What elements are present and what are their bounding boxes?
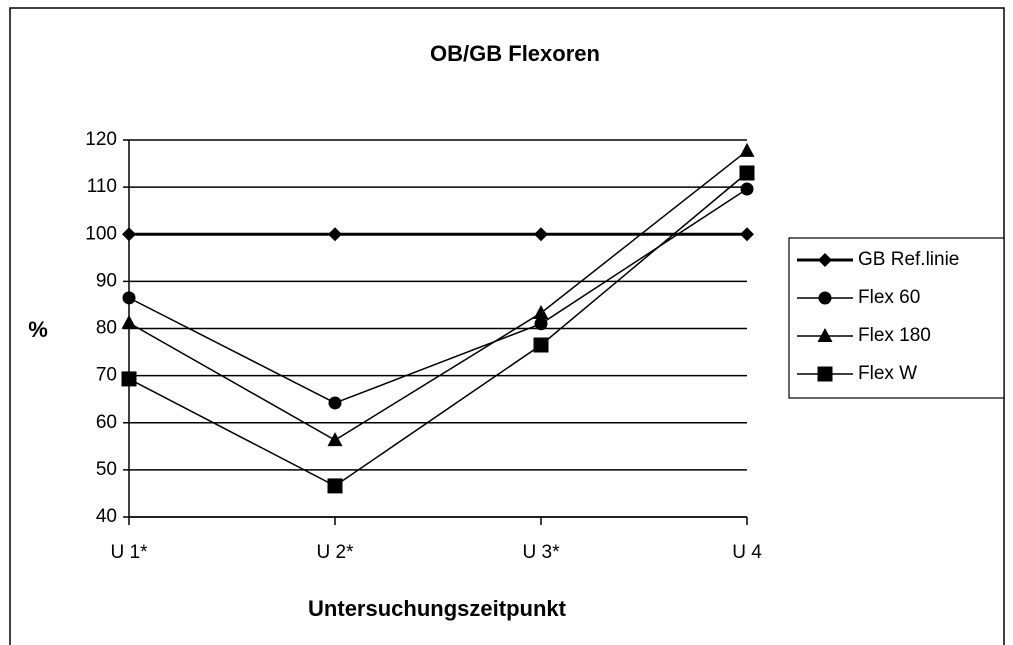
y-tick-label: 100 (85, 223, 117, 244)
y-tick-label: 50 (96, 459, 117, 480)
data-point (327, 432, 343, 447)
legend-label: Flex 180 (858, 325, 931, 346)
legend-label: Flex W (858, 363, 917, 384)
data-point (328, 396, 342, 410)
data-point (328, 227, 342, 242)
y-tick-label: 80 (96, 318, 117, 339)
data-point (533, 304, 549, 319)
data-point (327, 478, 343, 494)
data-point (740, 227, 754, 242)
data-point (534, 317, 548, 331)
data-point (122, 227, 136, 242)
y-tick-label: 40 (96, 506, 117, 527)
y-tick-label: 110 (87, 176, 117, 197)
x-tick-label: U 1* (111, 542, 149, 563)
data-point (121, 314, 137, 329)
legend-marker (817, 328, 833, 342)
data-point (534, 227, 548, 242)
legend-marker (817, 366, 833, 382)
x-tick-label: U 4 (732, 542, 762, 563)
legend-marker (818, 253, 832, 267)
legend-label: Flex 60 (858, 287, 920, 308)
series-line (128, 188, 748, 404)
y-axis-label: % (28, 317, 48, 342)
data-point (122, 291, 136, 305)
data-point (739, 142, 755, 157)
legend-marker (818, 291, 832, 305)
series-line (128, 150, 748, 442)
data-point (533, 337, 549, 353)
chart-title: OB/GB Flexoren (430, 41, 600, 66)
y-tick-label: 70 (96, 365, 117, 386)
data-point (740, 182, 754, 196)
legend-label: GB Ref.linie (858, 249, 959, 270)
y-tick-label: 90 (96, 270, 117, 291)
y-tick-label: 120 (85, 129, 117, 150)
data-point (121, 371, 137, 387)
x-tick-label: U 2* (317, 542, 355, 563)
series-line (128, 172, 748, 487)
x-axis-label: Untersuchungszeitpunkt (308, 596, 567, 621)
y-tick-label: 60 (96, 412, 117, 433)
x-tick-label: U 3* (523, 542, 561, 563)
data-point (739, 165, 755, 181)
